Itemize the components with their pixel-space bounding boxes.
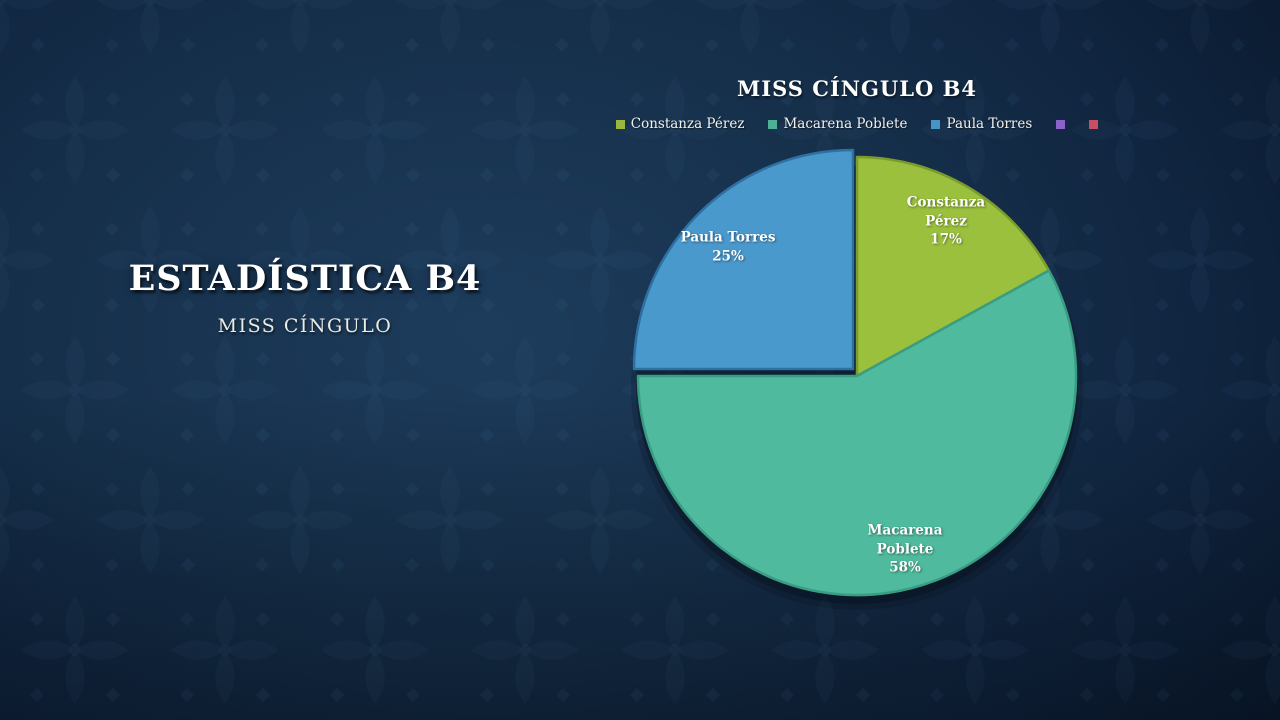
chart-title: MISS CÍNGULO B4 [737,76,977,101]
pie-slice-macarena-poblete [636,269,1078,597]
legend-item-constanza: Constanza Pérez [615,116,745,132]
title-block: ESTADÍSTICA B4 MISS CÍNGULO [85,256,525,338]
legend-label: Macarena Poblete [783,116,908,132]
slide-subtitle: MISS CÍNGULO [217,315,393,337]
legend-item-paula: Paula Torres [931,116,1032,132]
legend-item-unnamed-purple [1056,119,1066,129]
pie-slice-paula-torres [632,148,855,371]
slice-label-paula-torres: Paula Torres 25% [680,229,776,265]
legend-swatch-purple [1056,119,1066,129]
slice-label-macarena-poblete: Macarena Poblete 58% [867,522,943,576]
slice-label-constanza-perez: Constanza Pérez 17% [906,194,986,248]
legend-item-unnamed-red [1089,119,1099,129]
legend-swatch-paula [931,119,941,129]
legend-label: Constanza Pérez [630,116,745,132]
chart-legend: Constanza Pérez Macarena Poblete Paula T… [607,116,1107,132]
pie-slice-constanza-perez [855,155,1051,378]
slide-title: ESTADÍSTICA B4 [128,258,482,299]
legend-swatch-red [1089,119,1099,129]
pie-chart: Constanza Pérez 17% Paula Torres 25% Mac… [617,136,1097,616]
legend-swatch-constanza [615,119,625,129]
legend-swatch-macarena [768,119,778,129]
legend-label: Paula Torres [946,116,1033,132]
legend-item-macarena: Macarena Poblete [768,116,907,132]
